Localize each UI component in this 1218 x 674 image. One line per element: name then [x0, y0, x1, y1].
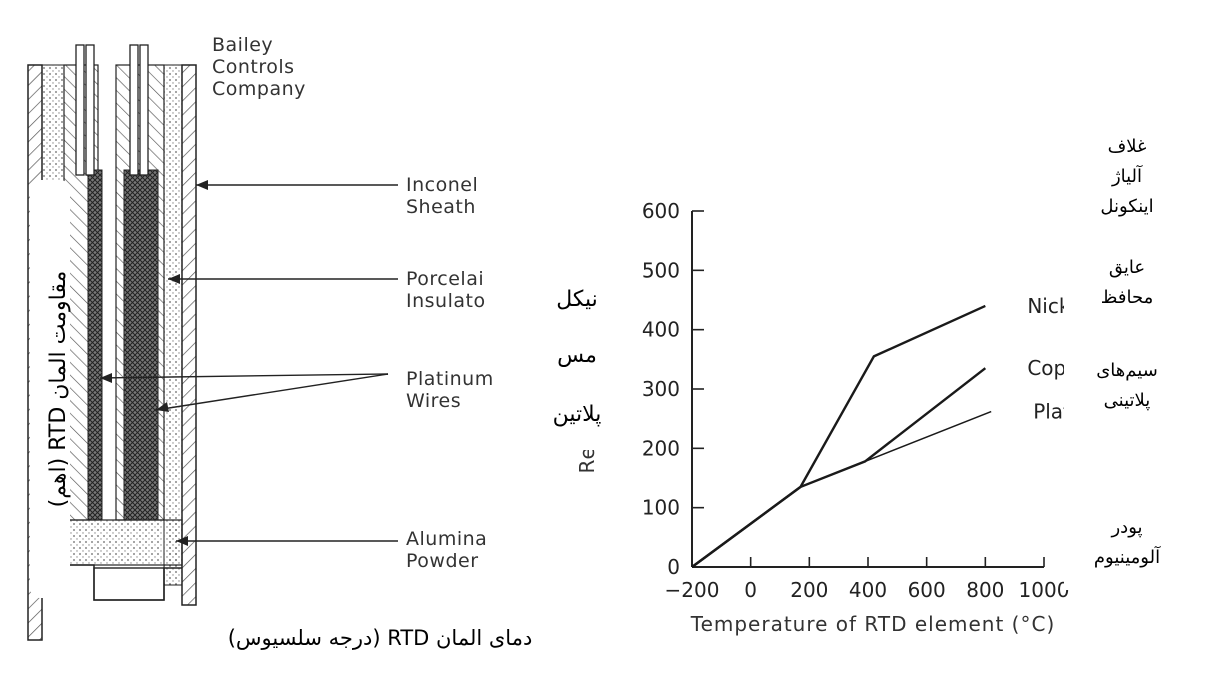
series-line-copper	[691, 367, 987, 568]
persian-x-label: دمای المان RTD (درجه سلسیوس)	[227, 626, 533, 650]
persian-nickel: نیکل	[556, 287, 598, 312]
x-tick-label: 600	[908, 578, 946, 602]
series-line-platinum	[691, 410, 992, 568]
x-tick-label: 800	[966, 578, 1004, 602]
persian-inconel-sheath: غلاف آلیاژ اینکونل	[1100, 136, 1154, 217]
x-tick-label: 0	[744, 578, 757, 602]
lead-wire-3	[129, 44, 139, 176]
lead-wire-2	[85, 44, 95, 176]
persian-copper: مس	[557, 343, 597, 368]
persian-alumina: پودر آلومینیوم	[1093, 517, 1161, 568]
y-tick-label: 600	[642, 199, 680, 223]
lead-wire-4	[139, 44, 149, 176]
y-tick-label: 400	[642, 318, 680, 342]
leader-platinum-2	[155, 373, 389, 411]
persian-platinum-wires: سیم‌های پلاتینی	[1096, 360, 1158, 411]
y-tick-label: 100	[642, 496, 680, 520]
label-platinum-wires: Platinum Wires	[406, 368, 494, 412]
lead-wire-1	[75, 44, 85, 176]
label-inconel-sheath: Inconel Sheath	[406, 174, 479, 218]
y-tick-label: 300	[642, 377, 680, 401]
left-label-panel	[540, 260, 610, 450]
persian-platinum: پلاتین	[552, 402, 602, 427]
x-axis-label: Temperature of RTD element (°C)	[690, 612, 1056, 636]
label-alumina-powder: Alumina Powder	[406, 528, 488, 572]
leader-platinum-1	[99, 373, 389, 379]
x-tick-label: 200	[790, 578, 828, 602]
x-tick-label: 1000	[1019, 578, 1070, 602]
y-tick-label: 0	[667, 555, 680, 579]
platinum-coil-right	[123, 169, 159, 521]
x-tick-label: −200	[665, 578, 720, 602]
company-name: Bailey Controls Company	[212, 34, 306, 100]
y-tick-label: 200	[642, 436, 680, 460]
right-label-panel	[1064, 120, 1218, 590]
y-tick-label: 500	[642, 258, 680, 282]
y-label-panel	[30, 180, 70, 598]
x-tick-label: 400	[849, 578, 887, 602]
series-line-nickel	[691, 304, 986, 568]
persian-insulator: عایق محافظ	[1100, 257, 1154, 308]
label-porcelain-insulator: Porcelai Insulato	[406, 268, 486, 312]
